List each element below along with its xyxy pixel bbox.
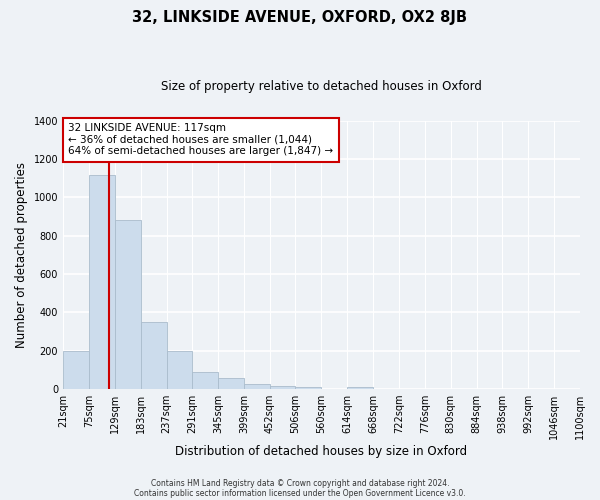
Bar (347, 387, 373, 389)
Bar (193, 372, 218, 389)
Bar (63, 352, 89, 389)
X-axis label: Distribution of detached houses by size in Oxford: Distribution of detached houses by size … (175, 444, 467, 458)
Bar (244, 384, 269, 389)
Text: Contains public sector information licensed under the Open Government Licence v3: Contains public sector information licen… (134, 488, 466, 498)
Bar (140, 322, 167, 389)
Title: Size of property relative to detached houses in Oxford: Size of property relative to detached ho… (161, 80, 482, 93)
Bar (295, 387, 321, 389)
Text: Contains HM Land Registry data © Crown copyright and database right 2024.: Contains HM Land Registry data © Crown c… (151, 478, 449, 488)
Bar (167, 352, 193, 389)
Bar (269, 386, 295, 389)
Bar (218, 378, 244, 389)
Bar (89, 175, 115, 389)
Y-axis label: Number of detached properties: Number of detached properties (15, 162, 28, 348)
Bar (115, 220, 140, 389)
Text: 32 LINKSIDE AVENUE: 117sqm
← 36% of detached houses are smaller (1,044)
64% of s: 32 LINKSIDE AVENUE: 117sqm ← 36% of deta… (68, 123, 334, 156)
Text: 32, LINKSIDE AVENUE, OXFORD, OX2 8JB: 32, LINKSIDE AVENUE, OXFORD, OX2 8JB (133, 10, 467, 25)
